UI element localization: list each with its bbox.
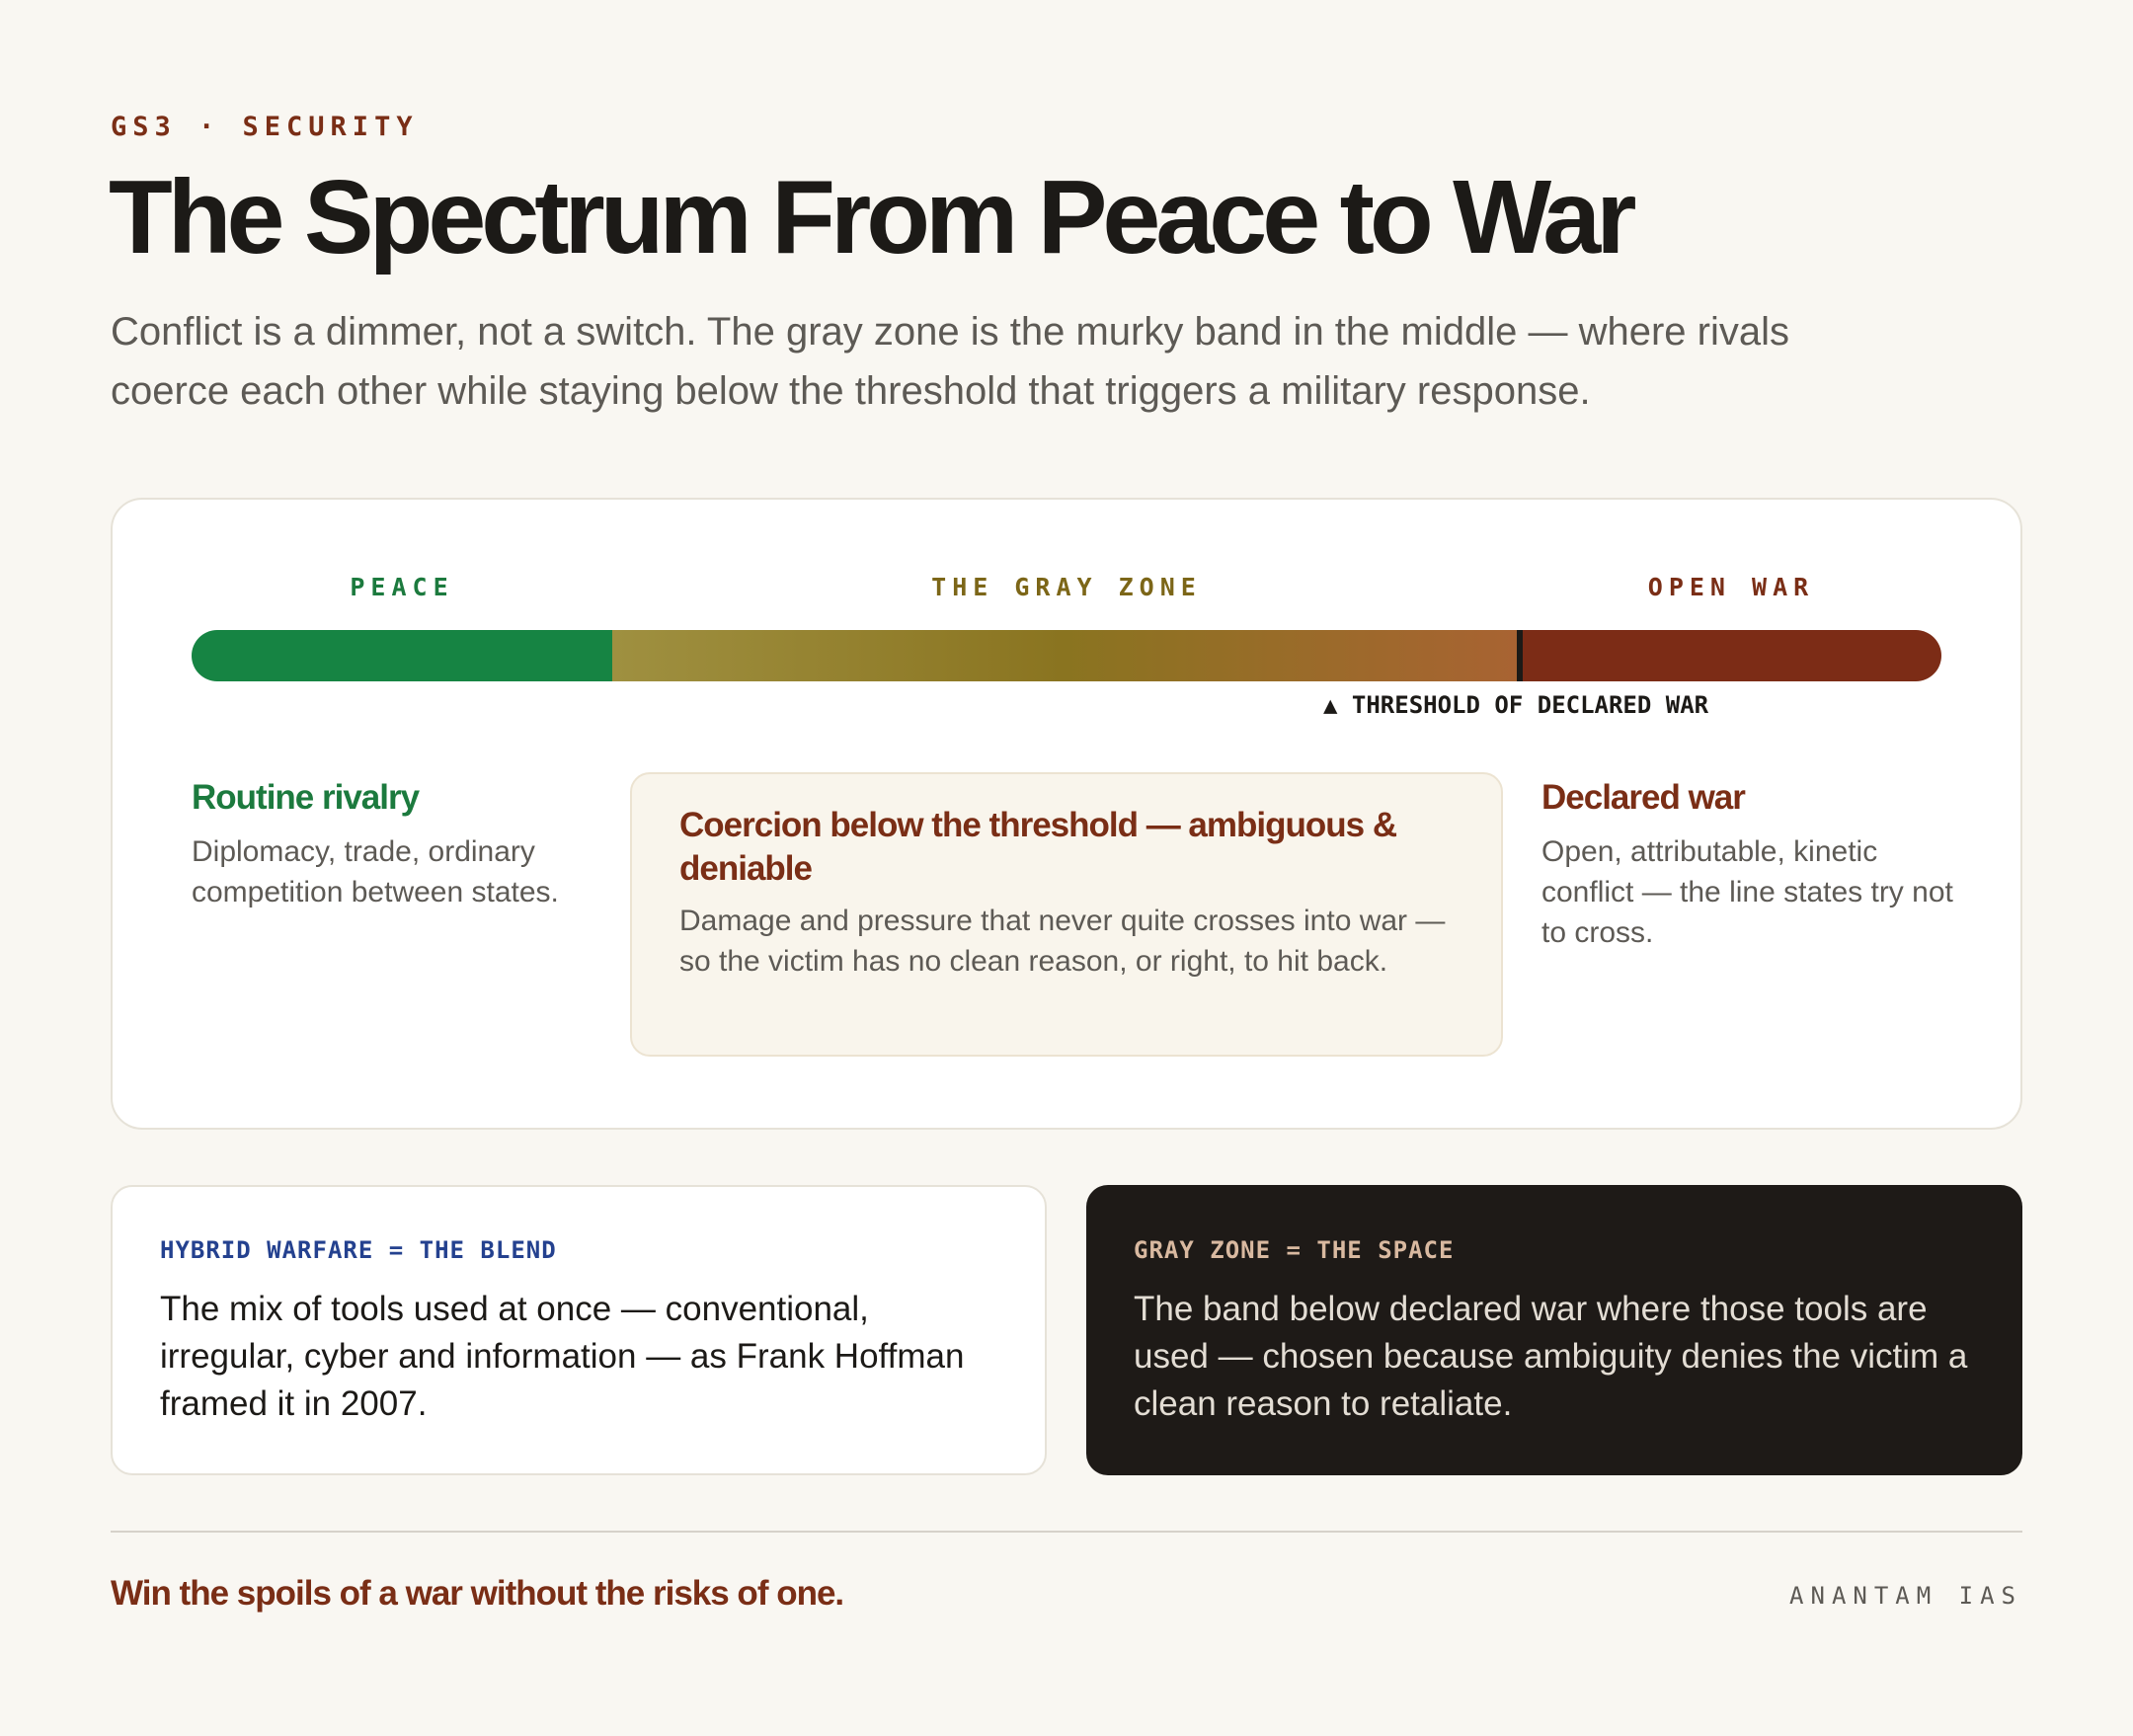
spectrum-segment-open-war [1523, 630, 1941, 681]
zone-label-open-war: OPEN WAR [1647, 573, 1815, 601]
threshold-marker [1517, 630, 1523, 681]
footer-divider [111, 1531, 2022, 1533]
gray-zone-card-text: The band below declared war where those … [1134, 1290, 1968, 1423]
peace-description: Diplomacy, trade, ordinary competition b… [192, 835, 559, 908]
peace-title: Routine rivalry [192, 778, 420, 817]
hybrid-warfare-label: HYBRID WARFARE = THE BLEND [160, 1236, 557, 1264]
threshold-label: ▲ THRESHOLD OF DECLARED WAR [1323, 691, 1709, 719]
zone-label-peace: PEACE [350, 573, 454, 601]
gray-zone-title: Coercion below the threshold — ambiguous… [679, 806, 1397, 888]
section-kicker: GS3 · SECURITY [111, 112, 419, 142]
brand-name: ANANTAM IAS [1789, 1582, 2022, 1610]
hybrid-warfare-card [111, 1185, 1047, 1475]
gray-zone-card-label: GRAY ZONE = THE SPACE [1134, 1236, 1455, 1264]
spectrum-bar [192, 630, 1941, 681]
gray-zone-description: Damage and pressure that never quite cro… [679, 905, 1446, 978]
gray-zone-card [1086, 1185, 2022, 1475]
footer-tagline: Win the spoils of a war without the risk… [111, 1574, 844, 1613]
page-subtitle: Conflict is a dimmer, not a switch. The … [111, 310, 1789, 413]
war-description: Open, attributable, kinetic conflict — t… [1541, 835, 1953, 949]
spectrum-segment-gray-zone [612, 630, 1517, 681]
page-title: The Spectrum From Peace to War [109, 159, 1636, 276]
war-title: Declared war [1541, 778, 1746, 817]
hybrid-warfare-text: The mix of tools used at once — conventi… [160, 1290, 965, 1423]
zone-label-gray-zone: THE GRAY ZONE [931, 573, 1202, 601]
gray-zone-box [630, 772, 1503, 1057]
spectrum-segment-peace [192, 630, 612, 681]
